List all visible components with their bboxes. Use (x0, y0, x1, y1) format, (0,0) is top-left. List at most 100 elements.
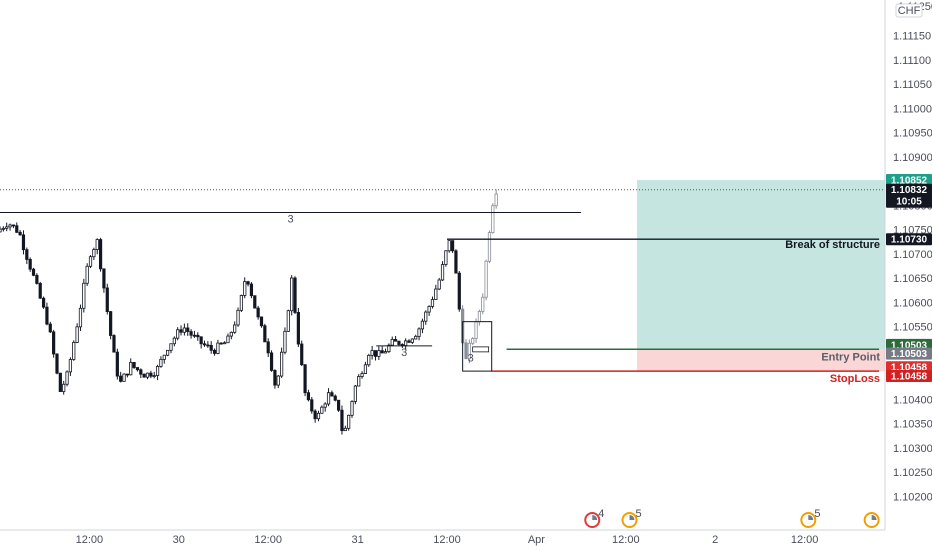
time-tick-label: 30 (173, 534, 185, 546)
candle-body (236, 309, 240, 326)
candle-body (239, 295, 243, 311)
candle-body (310, 399, 314, 412)
time-tick-label: 12:00 (612, 534, 640, 546)
candle-body (256, 307, 260, 318)
candle-body (219, 342, 223, 345)
candle-body (333, 395, 337, 401)
candle-body (404, 340, 408, 346)
candle-body (142, 373, 146, 378)
candle-body (216, 342, 220, 354)
candle-body (21, 234, 26, 251)
candle-body (320, 406, 324, 414)
candle-body (246, 281, 250, 285)
line-label: Break of structure (785, 239, 880, 251)
candle-body (414, 335, 418, 340)
event-marker-pie (629, 515, 635, 520)
candle-body (410, 338, 414, 343)
candle-body (357, 376, 361, 387)
candle-body (162, 354, 166, 360)
candle-body (253, 295, 257, 309)
candle-body (457, 272, 461, 310)
candle-body (75, 326, 79, 343)
candle-body (323, 403, 327, 408)
candle-body (206, 344, 210, 347)
candle-body (52, 331, 56, 355)
candle-body (11, 224, 16, 227)
candle-body (202, 343, 207, 346)
price-tick-label: 1.11050 (893, 79, 932, 91)
price-tag-value: 1.10503 (891, 349, 928, 360)
candle-body (95, 239, 99, 250)
candle-body (48, 323, 52, 333)
candle-body (125, 373, 129, 376)
candle-body (300, 343, 304, 366)
candle-body (223, 342, 227, 345)
price-tick-label: 1.11100 (893, 55, 931, 67)
candle-body (199, 336, 203, 345)
box-label: 3 (468, 352, 474, 364)
price-tag-value: 1.10730 (891, 235, 928, 246)
price-tick-label: 1.11150 (893, 31, 931, 43)
candle-body (484, 260, 488, 298)
candle-body (186, 327, 190, 332)
price-tag-countdown: 10:05 (896, 197, 922, 208)
candle-body (373, 350, 378, 357)
candle-body (397, 340, 401, 345)
candle-body (132, 362, 136, 368)
candle-body (35, 274, 39, 284)
candle-body (15, 225, 19, 233)
candle-body (85, 265, 89, 284)
candle-body (407, 340, 411, 343)
candle-body (350, 401, 354, 416)
candle-body (454, 250, 458, 274)
candle-body (296, 312, 300, 345)
candle-body (166, 349, 170, 356)
candle-body (477, 311, 482, 323)
candle-body (62, 383, 66, 392)
candle-body (212, 349, 217, 354)
candle-body (417, 328, 421, 337)
candle-body (92, 249, 96, 258)
candle-body (209, 345, 213, 351)
candle-body (31, 268, 36, 276)
price-tick-label: 1.10350 (893, 419, 932, 431)
candle-body (243, 281, 247, 296)
candle-body (383, 351, 388, 354)
candle-body (437, 279, 441, 290)
candle-body (55, 353, 59, 374)
price-tick-label: 1.10950 (893, 128, 932, 140)
price-tick-label: 1.10650 (893, 273, 932, 285)
candle-body (290, 277, 294, 312)
candle-body (434, 288, 438, 300)
candle-body (347, 414, 351, 429)
candle-body (0, 228, 2, 233)
time-tick-label: 31 (351, 534, 363, 546)
line-label: 3 (401, 347, 407, 359)
candle-body (444, 250, 448, 265)
price-tick-label: 1.10700 (893, 249, 932, 261)
price-tag-value: 1.10832 (891, 185, 928, 196)
event-count: 5 (814, 508, 820, 520)
price-tick-label: 1.10300 (893, 443, 932, 455)
candle-body (427, 306, 431, 313)
candle-body (464, 342, 468, 360)
price-tag (886, 233, 932, 246)
candle-body (196, 334, 200, 338)
candle-body (72, 342, 76, 360)
candle-body (316, 412, 321, 420)
candle-body (182, 327, 186, 333)
candle-body (115, 351, 119, 377)
candle-body (139, 369, 143, 375)
candle-body (88, 256, 93, 267)
candle-body (360, 373, 364, 377)
candle-body (8, 224, 12, 228)
candle-body (41, 297, 46, 308)
price-tag (886, 174, 932, 187)
candle-body (105, 287, 109, 313)
price-tag-value: 1.10458 (891, 371, 928, 382)
time-tick-label: 12:00 (791, 534, 819, 546)
candle-body (129, 362, 133, 376)
candle-body (390, 339, 394, 346)
